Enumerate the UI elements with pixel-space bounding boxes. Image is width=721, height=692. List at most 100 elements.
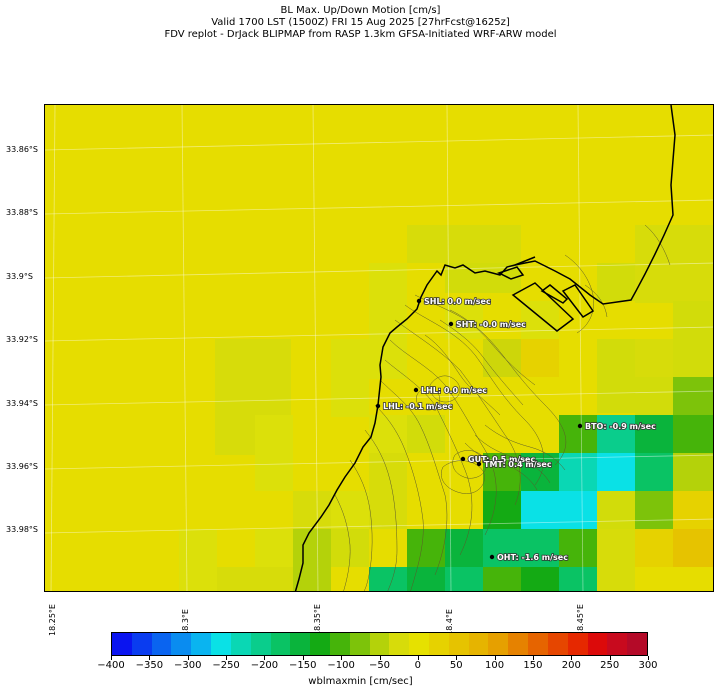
colorbar-swatch [587, 633, 608, 655]
motion-cell [597, 453, 635, 491]
motion-cell [597, 567, 635, 591]
colorbar-tickmark [149, 656, 151, 660]
station-label: TMT: 0.4 m/sec [484, 460, 552, 469]
station-label: BTO: -0.9 m/sec [585, 422, 656, 431]
colorbar-tick-label: 150 [523, 660, 543, 671]
motion-cell [445, 301, 483, 339]
motion-cell [331, 339, 369, 417]
motion-cell [635, 415, 673, 453]
motion-cell [369, 453, 407, 529]
colorbar-tick-label: 250 [600, 660, 620, 671]
colorbar-tick-label: 0 [414, 660, 422, 671]
motion-cell [635, 225, 713, 263]
motion-cell [255, 529, 293, 567]
colorbar-tickmark [264, 656, 266, 660]
motion-cell [635, 339, 673, 377]
motion-cell [369, 301, 407, 379]
motion-cell [673, 301, 713, 377]
colorbar-swatch [488, 633, 509, 655]
station-label: SHT: -0.0 m/sec [456, 320, 526, 329]
motion-cell [597, 339, 635, 377]
terrain-contours [334, 224, 671, 591]
motion-cell [559, 567, 597, 591]
motion-cell [293, 491, 331, 529]
lat-label-5: 33.94°S [6, 399, 38, 408]
colorbar-swatch [429, 633, 449, 655]
motion-cell [407, 529, 445, 567]
station-tmt: TMT: 0.4 m/sec [476, 459, 553, 470]
motion-cell [597, 415, 635, 453]
station-gut: GUT: 0.5 m/sec [460, 454, 536, 465]
lat-label-1: 33.86°S [6, 145, 38, 154]
motion-cell [407, 567, 445, 591]
colorbar-swatch [369, 633, 390, 655]
motion-cell [597, 377, 673, 413]
colorbar-swatch [131, 633, 152, 655]
colorbar-swatch [191, 633, 212, 655]
colorbar-tickmark [302, 656, 304, 660]
station-sht: SHT: -0.0 m/sec [448, 319, 527, 330]
motion-cell [673, 529, 713, 567]
station-dot [460, 456, 466, 462]
motion-cell [597, 263, 635, 301]
colorbar-swatch [290, 633, 311, 655]
motion-cell [597, 529, 635, 567]
colorbar-swatch [468, 633, 489, 655]
lat-label-7: 33.98°S [6, 525, 38, 534]
colorbar-tickmark [532, 656, 534, 660]
motion-cell [255, 415, 293, 491]
colorbar-swatch [508, 633, 529, 655]
motion-cell [673, 415, 713, 453]
map-canvas: SHL: 0.0 m/sec SHT: -0.0 m/sec LHL: 0.0 m/… [45, 105, 713, 591]
motion-cell [483, 491, 521, 529]
colorbar-swatch [389, 633, 410, 655]
graticule [45, 105, 713, 591]
colorbar [111, 632, 648, 656]
colorbar-swatch [409, 633, 429, 655]
colorbar-tick-label: 50 [449, 660, 463, 671]
lat-label-6: 33.96°S [6, 462, 38, 471]
station-label: LHL: 0.0 m/sec [421, 386, 487, 395]
harbour-breakwater [497, 256, 595, 332]
colorbar-swatch [448, 633, 469, 655]
map-title: BL Max. Up/Down Motion [cm/s] Valid 1700… [0, 5, 721, 41]
lat-label-3: 33.9°S [6, 272, 33, 281]
lon-label-3: 18.35°E [313, 604, 322, 636]
station-shl: SHL: 0.0 m/sec [416, 296, 492, 307]
motion-cell [293, 529, 331, 567]
motion-cell [673, 453, 713, 491]
motion-cell [217, 567, 293, 591]
motion-cell [483, 567, 521, 591]
station-oht: OHT: -1.6 m/sec [489, 552, 569, 563]
station-markers: SHL: 0.0 m/sec SHT: -0.0 m/sec LHL: 0.0 m/… [375, 296, 657, 563]
colorbar-tick-label: −400 [97, 660, 125, 671]
map-plot-area[interactable]: SHL: 0.0 m/sec SHT: -0.0 m/sec LHL: 0.0 m/… [44, 104, 714, 592]
motion-cell [369, 263, 407, 303]
motion-cell [179, 529, 217, 591]
lat-label-2: 33.88°S [6, 208, 38, 217]
motion-cell [407, 225, 521, 263]
motion-cell [521, 567, 559, 591]
colorbar-swatch [270, 633, 291, 655]
colorbar-tickmark [417, 656, 419, 660]
motion-cell [521, 453, 559, 491]
colorbar-tickmark [226, 656, 228, 660]
motion-cell [559, 491, 597, 529]
motion-cell [673, 377, 713, 415]
motion-cell [559, 529, 597, 567]
colorbar-tick-label: −150 [289, 660, 317, 671]
lon-label-1: 18.25°E [48, 604, 57, 636]
lat-label-4: 33.92°S [6, 335, 38, 344]
motion-cell [369, 567, 407, 591]
station-dot [416, 298, 422, 304]
station-label: SHL: 0.0 m/sec [424, 297, 491, 306]
colorbar-tick-label: −300 [173, 660, 202, 671]
colorbar-swatch [310, 633, 330, 655]
station-label: OHT: -1.6 m/sec [497, 553, 568, 562]
colorbar-tickmark [379, 656, 381, 660]
colorbar-tickmark [494, 656, 496, 660]
colorbar-tick-label: 300 [638, 660, 658, 671]
lon-label-4: 18.4°E [445, 609, 454, 636]
station-bto: BTO: -0.9 m/sec [577, 421, 657, 432]
colorbar-tick-label: −100 [327, 660, 355, 671]
